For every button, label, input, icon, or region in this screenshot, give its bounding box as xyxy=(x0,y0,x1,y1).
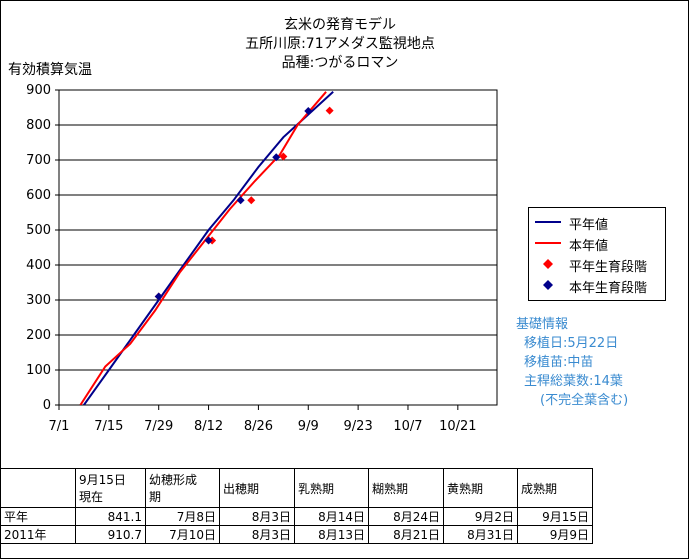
table-header-cell: 乳熟期 xyxy=(294,468,369,508)
table-header-cell: 出穂期 xyxy=(219,468,295,508)
legend-diamond-icon xyxy=(543,280,553,290)
table-cell: 8月31日 xyxy=(443,525,518,544)
table-header-cell: 9月15日現在 xyxy=(75,468,146,508)
title-line-1: 玄米の発育モデル xyxy=(284,17,396,33)
legend-item-heinen-stage: 平年生育段階 xyxy=(529,254,665,275)
title-line-2: 五所川原:71アメダス監視地点 xyxy=(245,36,435,52)
table-row: 2011年 910.7 7月10日 8月3日 8月13日 8月21日 8月31日… xyxy=(0,525,593,544)
table-header-cell: 成熟期 xyxy=(517,468,593,508)
x-tick-label: 8/12 xyxy=(194,419,223,434)
legend-diamond-icon xyxy=(543,259,553,269)
x-tick-label: 7/15 xyxy=(94,419,123,434)
y-tick-label: 600 xyxy=(26,188,51,203)
table-cell: 7月10日 xyxy=(145,525,220,544)
header-line: 幼穂形成 xyxy=(149,473,198,487)
table-cell: 8月14日 xyxy=(294,507,369,526)
table-header-cell xyxy=(0,468,76,508)
table-cell: 8月21日 xyxy=(368,525,444,544)
table-cell: 910.7 xyxy=(75,525,146,544)
x-tick-label: 10/7 xyxy=(393,419,422,434)
legend-label: 本年値 xyxy=(569,239,609,254)
x-tick-label: 9/23 xyxy=(344,419,373,434)
legend: 平年値 本年値 平年生育段階 本年生育段階 xyxy=(528,207,666,301)
data-point xyxy=(325,106,334,115)
x-tick-label: 9/9 xyxy=(298,419,319,434)
y-axis-label: 有効積算気温 xyxy=(8,62,92,78)
table-header-cell: 黄熟期 xyxy=(443,468,518,508)
data-point xyxy=(272,153,281,162)
data-point xyxy=(204,236,213,245)
table-header-cell: 糊熟期 xyxy=(368,468,444,508)
y-tick-label: 100 xyxy=(26,363,51,378)
x-tick-label: 8/26 xyxy=(244,419,273,434)
chart-plot: 0 100 200 300 400 500 600 700 800 900 7/1 7/15 7/29 8… xyxy=(26,83,498,434)
legend-label: 平年生育段階 xyxy=(569,260,648,275)
table-cell: 8月13日 xyxy=(294,525,369,544)
x-tick-label: 7/1 xyxy=(49,419,70,434)
legend-label: 本年生育段階 xyxy=(569,281,648,296)
y-tick-label: 0 xyxy=(43,398,51,413)
data-point xyxy=(154,292,163,301)
legend-item-heinen: 平年値 xyxy=(529,212,665,233)
table-cell: 8月3日 xyxy=(219,525,295,544)
y-tick-label: 900 xyxy=(26,83,51,98)
legend-line-icon xyxy=(535,221,561,223)
data-point xyxy=(304,107,313,115)
table-cell: 8月24日 xyxy=(368,507,444,526)
table-row: 平年 841.1 7月8日 8月3日 8月14日 8月24日 9月2日 9月15… xyxy=(0,507,593,526)
legend-line-icon xyxy=(535,242,561,244)
y-tick-label: 400 xyxy=(26,258,51,273)
header-line: 現在 xyxy=(79,490,104,504)
info-planting-date: 移植日:5月22日 xyxy=(524,336,619,351)
table-cell: 9月15日 xyxy=(517,507,593,526)
legend-label: 平年値 xyxy=(569,218,609,233)
table-header-row: 9月15日現在 幼穂形成期 出穂期 乳熟期 糊熟期 黄熟期 成熟期 xyxy=(0,468,593,508)
y-tick-label: 300 xyxy=(26,293,51,308)
x-tick-label: 10/21 xyxy=(439,419,476,434)
header-line: 9月15日 xyxy=(79,473,126,487)
data-point xyxy=(236,196,245,205)
info-leaves: 主稈総葉数:14葉 xyxy=(524,374,623,389)
header-line: 期 xyxy=(149,490,162,504)
table-cell: 2011年 xyxy=(0,525,76,544)
table-header-cell: 幼穂形成期 xyxy=(145,468,220,508)
table-cell: 平年 xyxy=(0,507,76,526)
info-seedling: 移植苗:中苗 xyxy=(524,355,594,370)
data-point xyxy=(247,196,256,205)
stage-table: 9月15日 現在 幼穂形成期 出穂期 乳熟期 糊熟期 黄熟期 成熟期 平年 841… xyxy=(0,468,593,544)
title-line-3: 品種:つがるロマン xyxy=(281,55,399,71)
info-heading: 基礎情報 xyxy=(516,317,569,332)
chart-title: 玄米の発育モデル 五所川原:71アメダス監視地点 品種:つがるロマン xyxy=(140,16,540,73)
table-cell: 8月3日 xyxy=(219,507,295,526)
basic-info: 基礎情報 移植日:5月22日 移植苗:中苗 主稈総葉数:14葉 (不完全葉含む) xyxy=(516,315,628,410)
table-cell: 9月9日 xyxy=(517,525,593,544)
table-cell: 7月8日 xyxy=(145,507,220,526)
x-tick-label: 7/29 xyxy=(144,419,173,434)
legend-item-honnen: 本年値 xyxy=(529,233,665,254)
series-line xyxy=(83,91,334,405)
y-tick-label: 500 xyxy=(26,223,51,238)
info-leaves-note: (不完全葉含む) xyxy=(540,393,629,408)
data-point xyxy=(279,152,288,161)
plot-area xyxy=(58,89,498,406)
y-tick-label: 700 xyxy=(26,153,51,168)
legend-item-honnen-stage: 本年生育段階 xyxy=(529,275,665,296)
y-tick-label: 800 xyxy=(26,118,51,133)
y-tick-label: 200 xyxy=(26,328,51,343)
table-cell: 9月2日 xyxy=(443,507,518,526)
table-cell: 841.1 xyxy=(75,507,146,526)
